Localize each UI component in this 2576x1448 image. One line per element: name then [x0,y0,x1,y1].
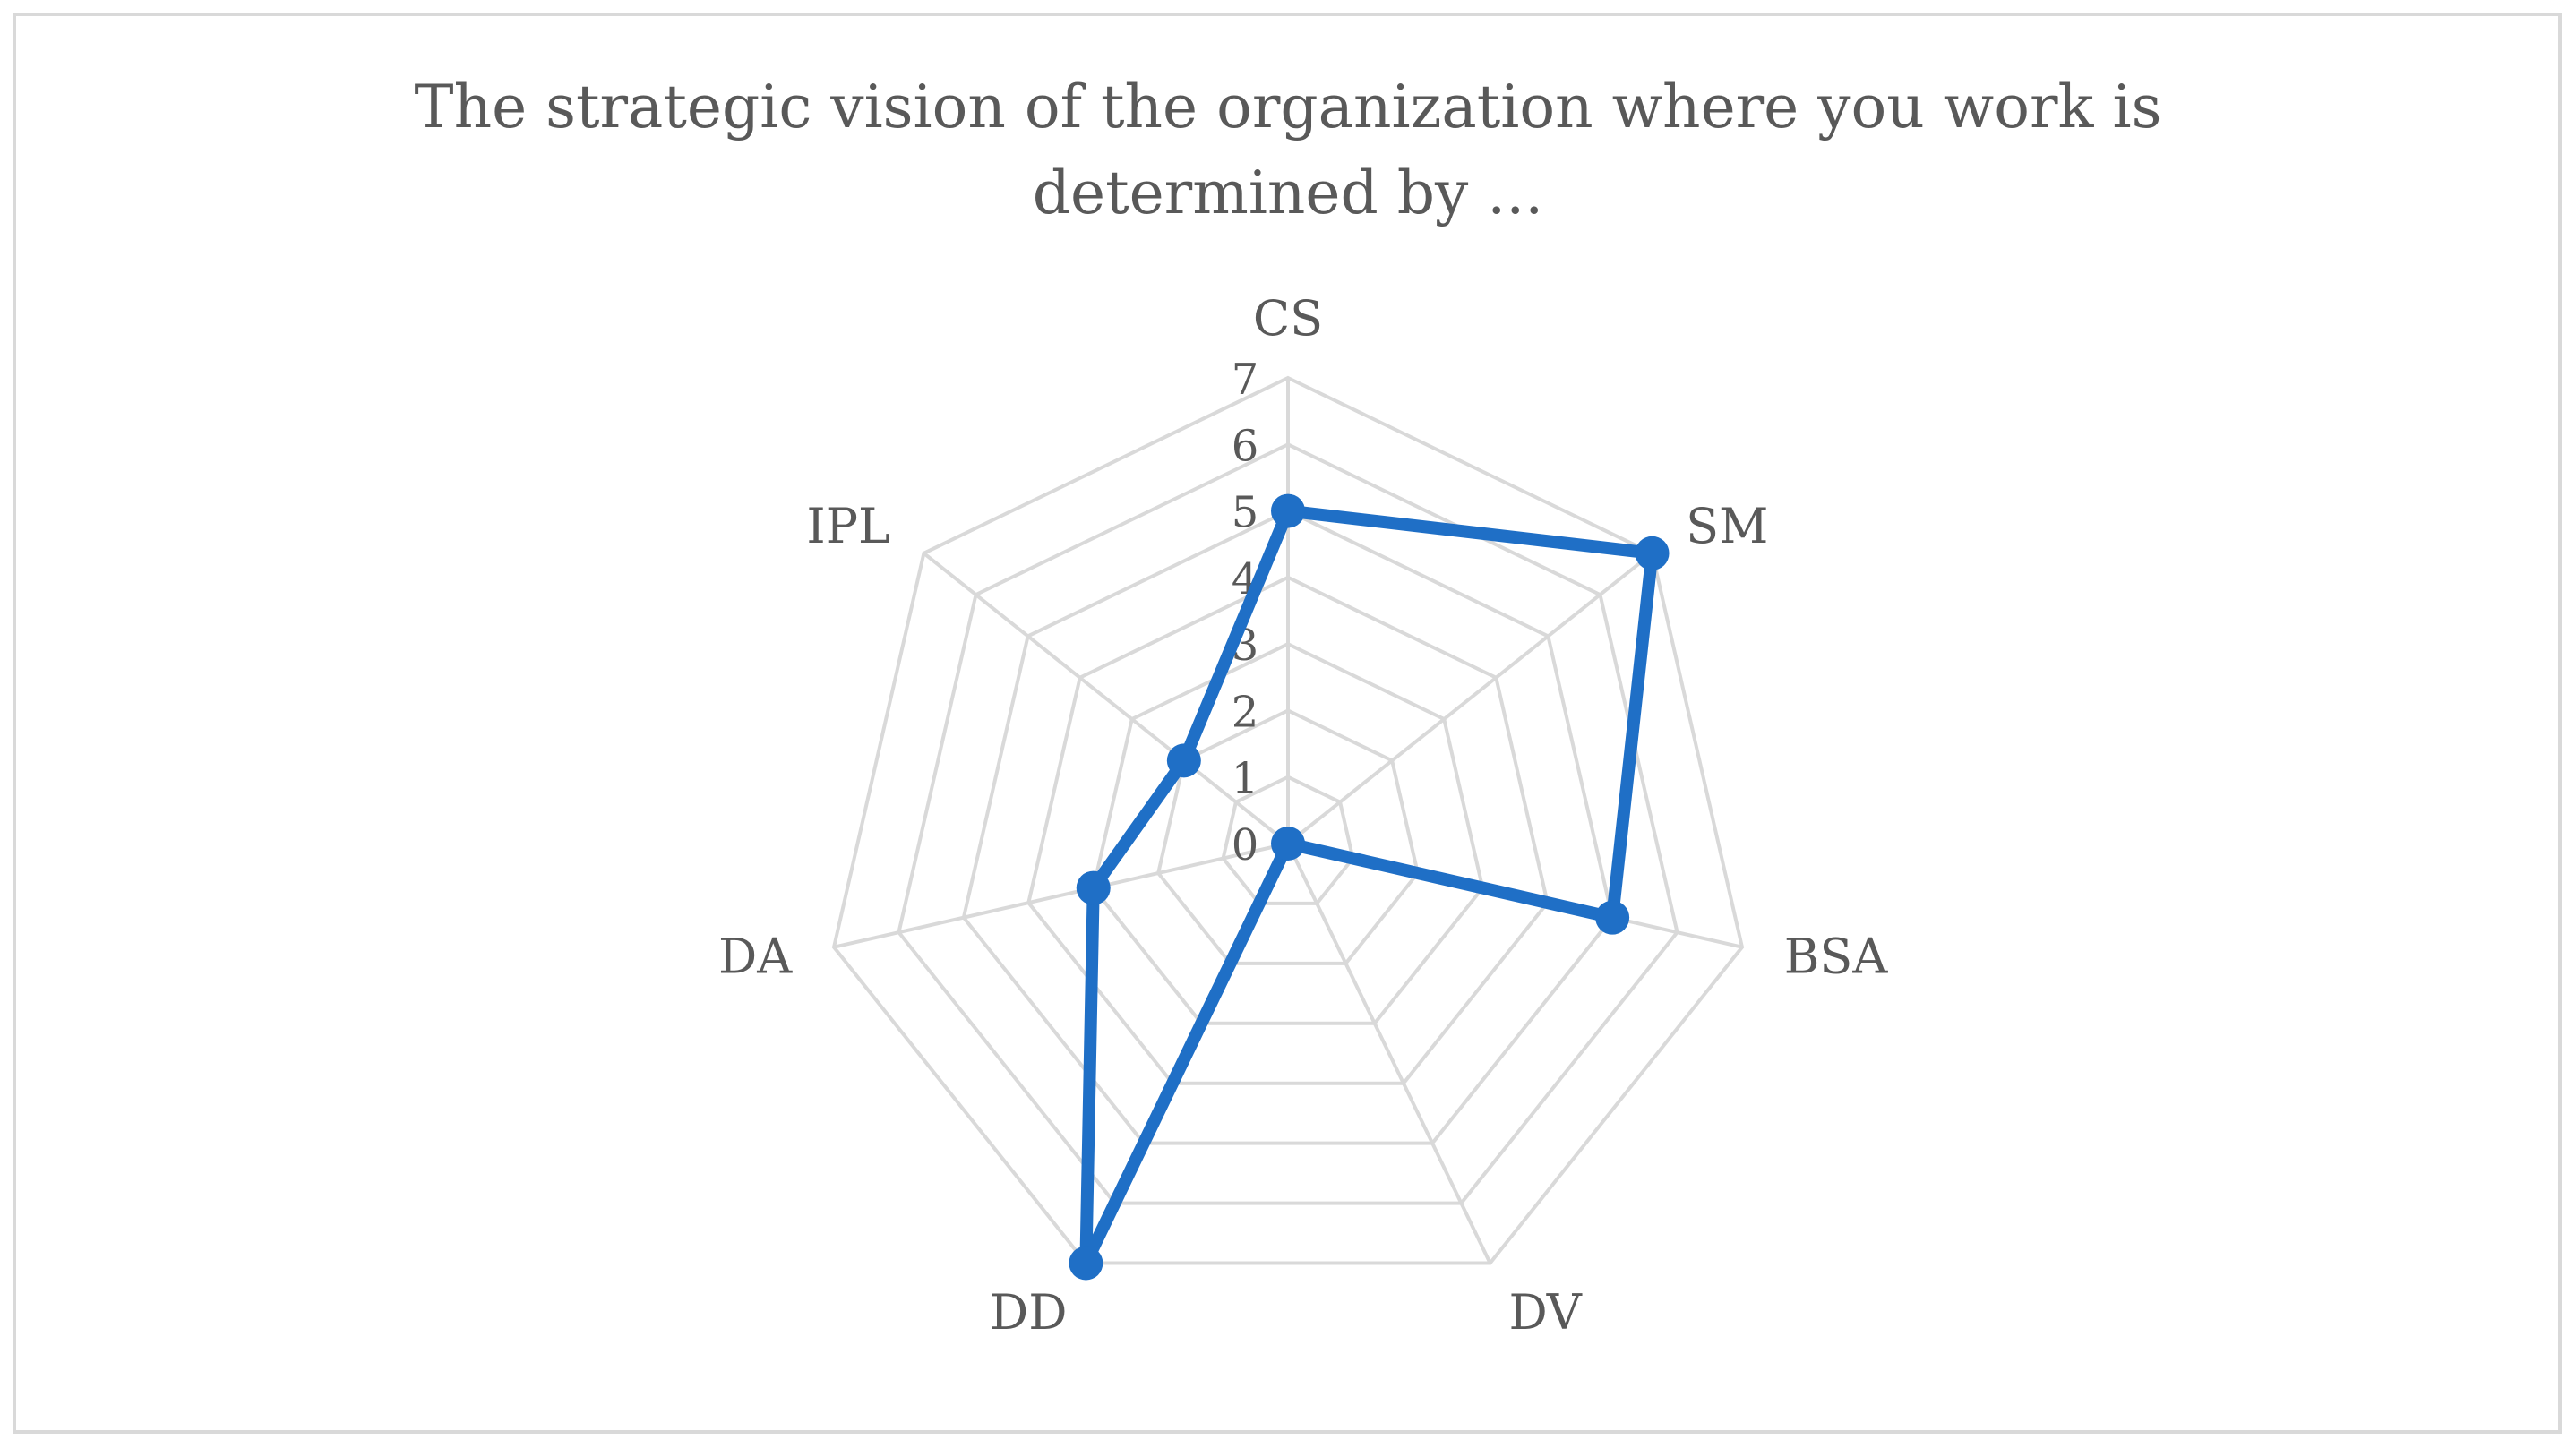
axis-label-ipl: IPL [806,498,890,554]
tick-label-7: 7 [1232,355,1259,405]
series-line [1079,504,1659,1270]
axis-label-cs: CS [1253,290,1323,347]
radar-series [1069,493,1670,1281]
tick-label-0: 0 [1232,820,1259,870]
data-point-ipl [1166,743,1201,778]
data-point-cs [1271,493,1305,528]
grid-ring-4 [1026,575,1550,1085]
tick-label-6: 6 [1232,421,1259,471]
axis-label-bsa: BSA [1784,928,1889,984]
axis-label-dd: DD [990,1284,1068,1341]
grid-ring-2 [1155,708,1421,965]
data-point-dd [1069,1246,1103,1281]
chart-title: The strategic vision of the organization… [0,64,2576,236]
radar-axis-labels: CS SM BSA DV DD DA IPL [718,290,1888,1341]
grid-ring-5 [961,509,1615,1145]
grid-spoke-dv [1286,843,1492,1264]
grid-spoke-ipl [923,552,1290,845]
axis-label-da: DA [718,928,793,984]
data-point-bsa [1595,900,1630,935]
data-point-dv [1271,827,1305,861]
data-point-sm [1635,536,1670,570]
axis-label-sm: SM [1686,498,1768,554]
tick-label-5: 5 [1232,488,1259,538]
grid-spoke-sm [1286,552,1653,845]
tick-label-1: 1 [1232,754,1259,804]
axis-label-dv: DV [1508,1284,1582,1341]
grid-ring-6 [897,442,1679,1205]
grid-spoke-da [833,842,1289,949]
grid-ring-7 [831,375,1745,1265]
grid-ring-3 [1091,641,1485,1025]
chart-title-line-2: determined by ... [1032,159,1544,227]
data-point-da [1076,870,1111,905]
grid-ring-1 [1221,775,1355,905]
chart-title-line-1: The strategic vision of the organization… [414,73,2162,141]
tick-label-2: 2 [1232,687,1259,737]
